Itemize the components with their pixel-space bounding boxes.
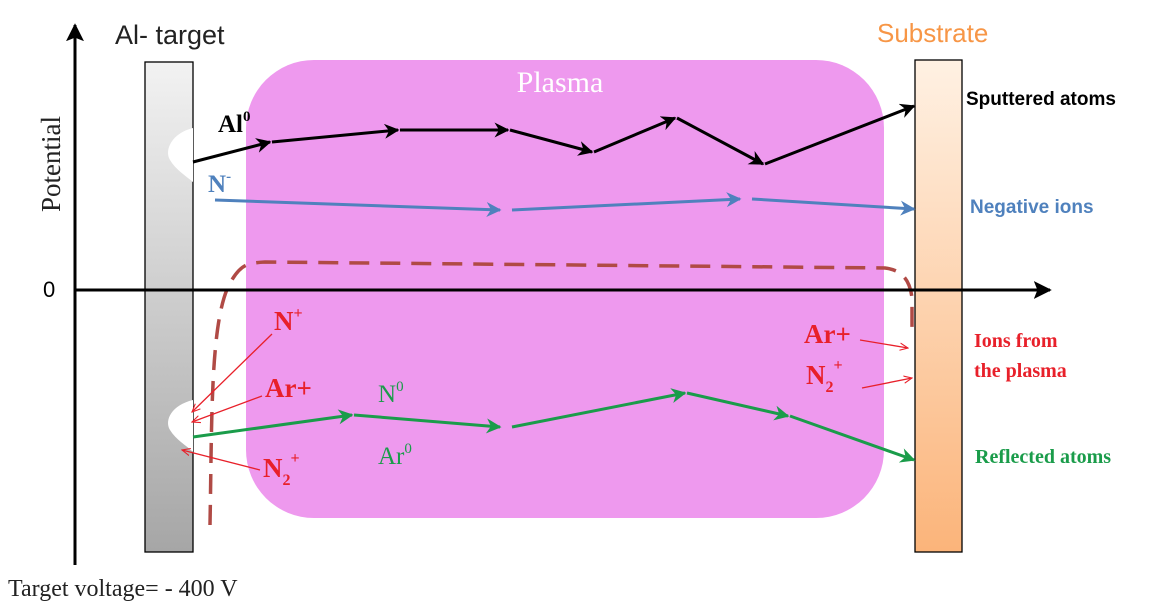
negative-ions-path [214, 192, 916, 218]
positive-ions-to-target [182, 333, 273, 471]
n-minus-label: N- [208, 169, 231, 198]
al0-label: Al0 [218, 109, 251, 138]
ar-plus-left-label: Ar+ [265, 373, 312, 403]
substrate [914, 59, 963, 553]
sputtered-atoms-path [192, 103, 916, 166]
negative-ions-label: Negative ions [970, 197, 1094, 218]
reflected-atoms-label: Reflected atoms [975, 446, 1111, 468]
target-voltage-label: Target voltage= - 400 V [8, 576, 238, 602]
potential-axis-label: Potential [36, 116, 66, 212]
plasma-label: Plasma [517, 66, 604, 99]
ar0-label: Ar0 [378, 441, 412, 470]
zero-label: 0 [43, 277, 55, 302]
n0-label: N0 [378, 379, 404, 408]
n-plus-label: N+ [274, 305, 303, 336]
target-label: Al- target [115, 20, 225, 50]
ar-plus-right-label: Ar+ [804, 319, 851, 349]
ions-from-plasma-label-line2: the plasma [974, 360, 1067, 382]
n2-plus-right-label: N2+ [806, 357, 843, 396]
target-erosion-bottom [168, 400, 193, 452]
substrate-label: Substrate [877, 18, 988, 48]
ions-to-substrate [859, 339, 912, 389]
target-erosion-top [168, 128, 193, 182]
reflected-atoms-path [192, 388, 916, 463]
potential-curve [208, 260, 914, 526]
n2-plus-left-label: N2+ [263, 450, 300, 489]
ions-from-plasma-label-line1: Ions from [974, 330, 1058, 352]
sputtered-atoms-label: Sputtered atoms [966, 89, 1116, 110]
